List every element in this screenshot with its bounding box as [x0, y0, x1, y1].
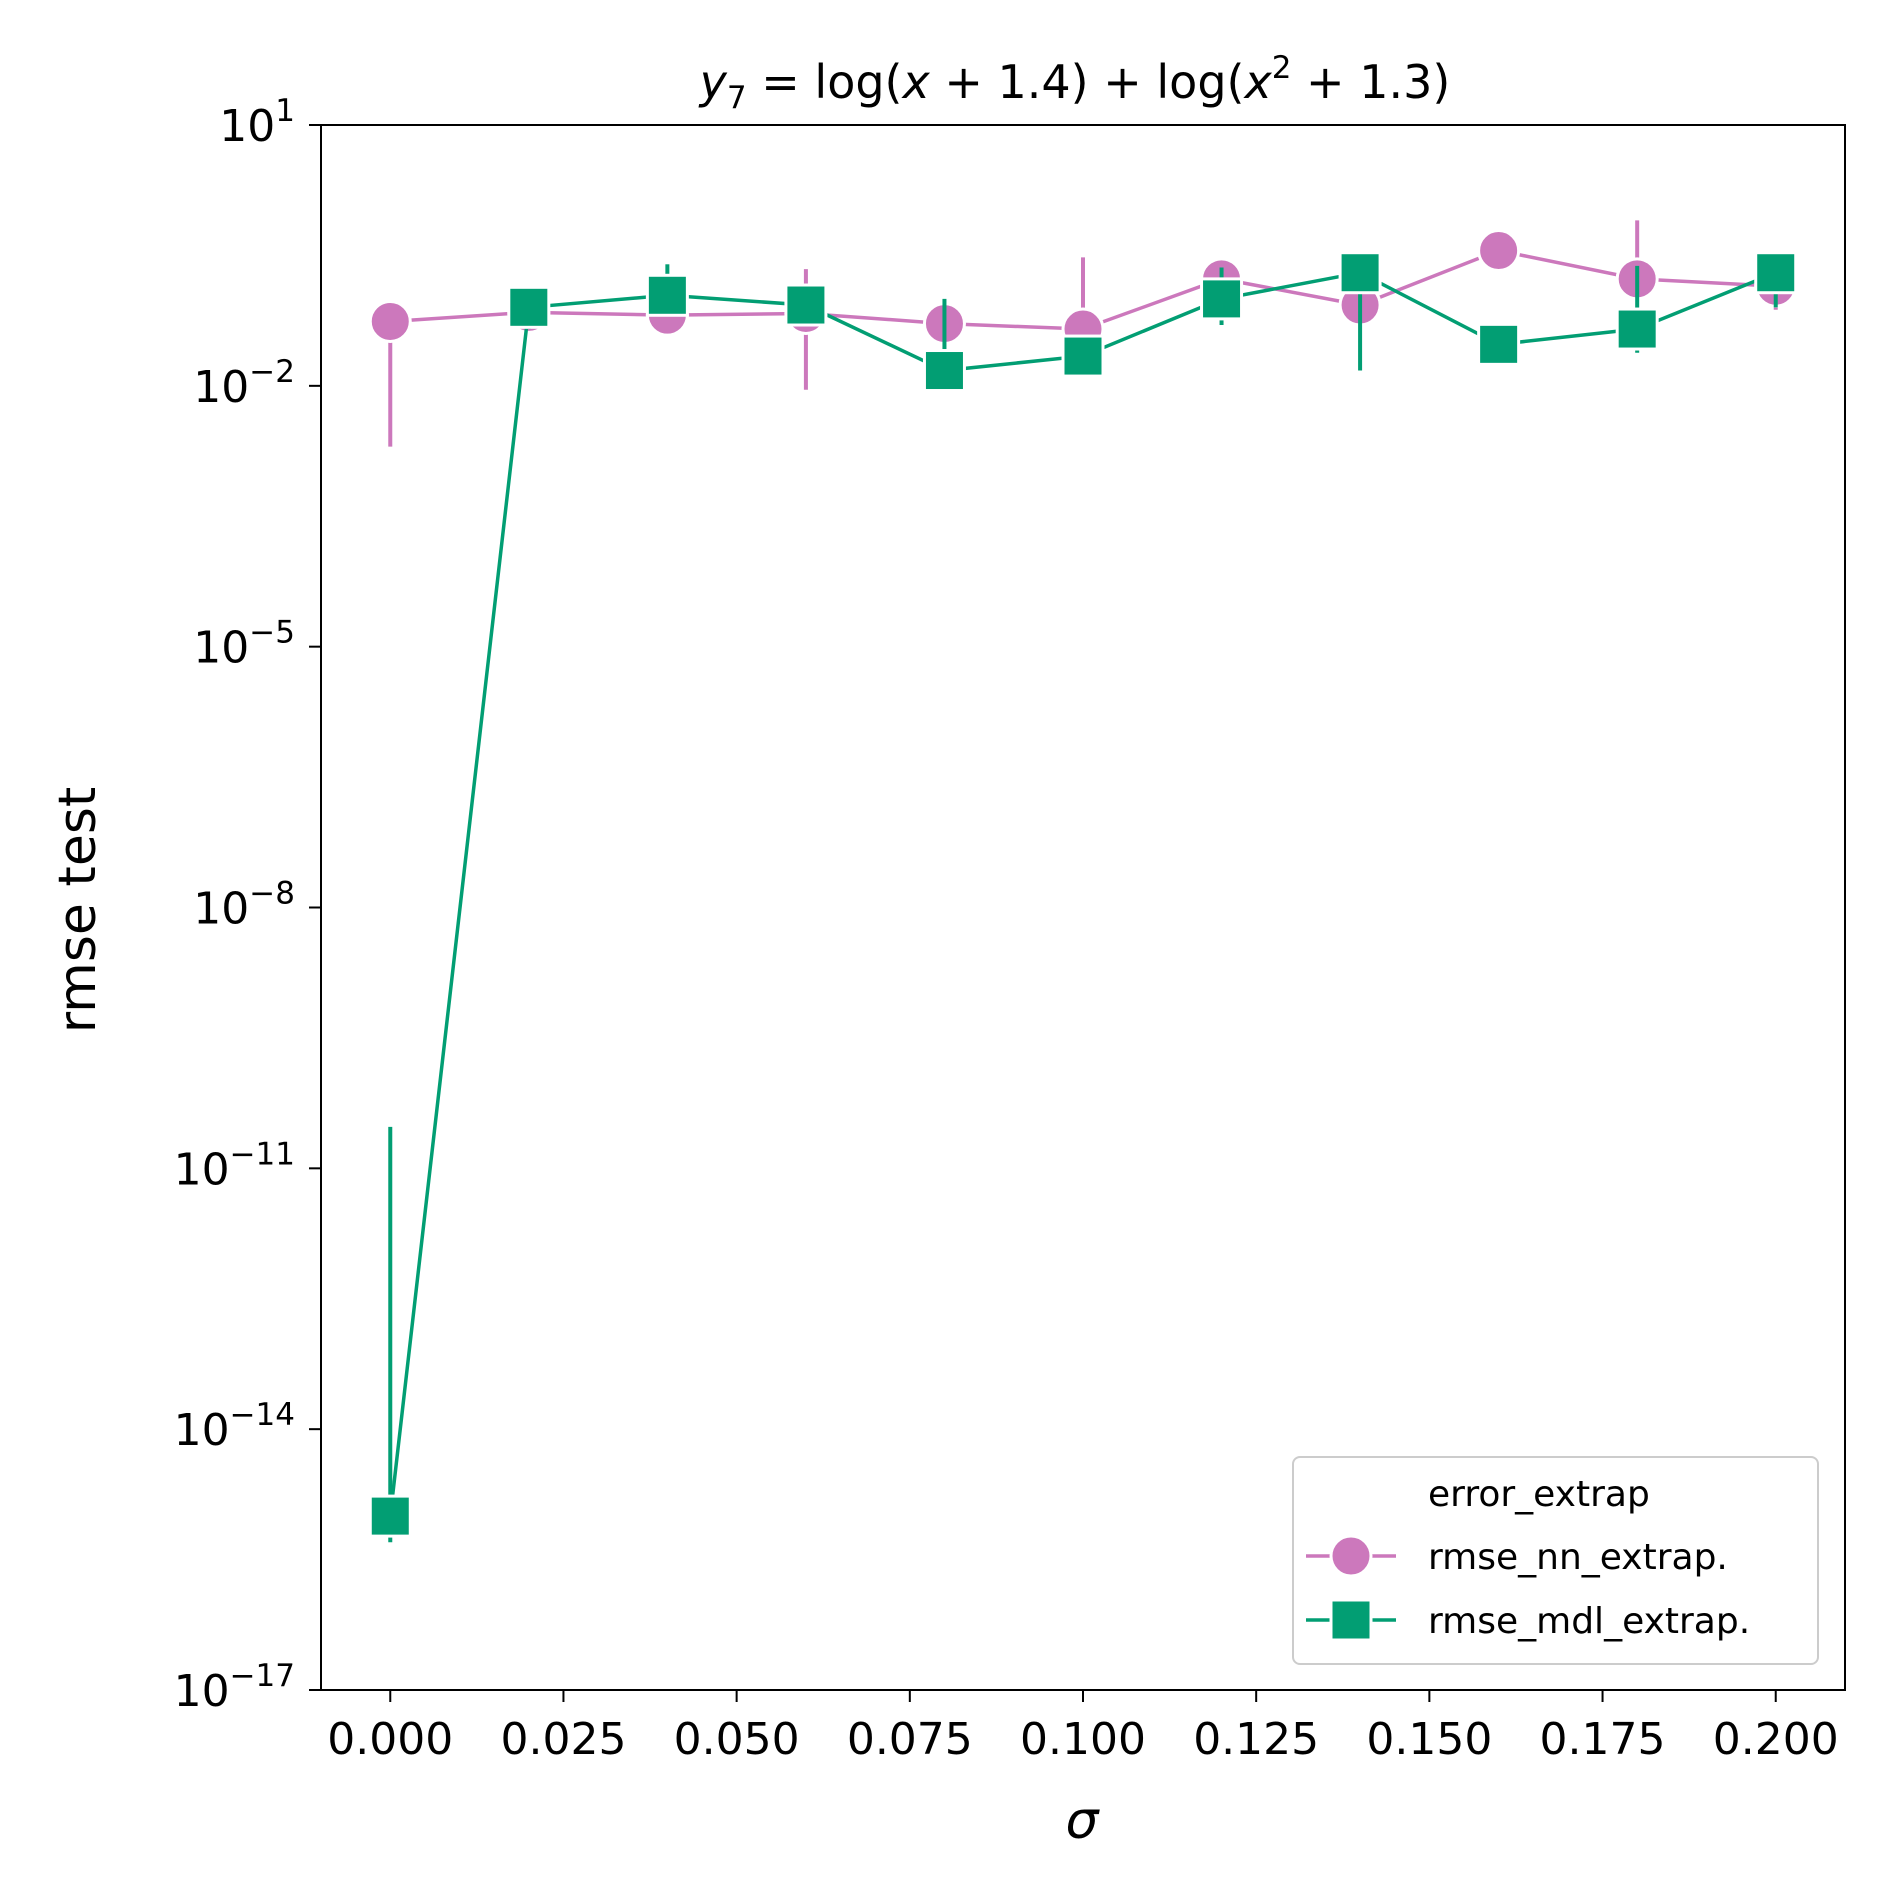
y-tick-label: 10−17 [174, 1658, 295, 1717]
title-x1: x [900, 55, 930, 109]
y-tick-label: 101 [219, 93, 295, 152]
title-end: + 1.3) [1291, 55, 1450, 109]
legend-label: rmse_mdl_extrap. [1428, 1601, 1750, 1642]
y-tick-label: 10−2 [193, 354, 295, 413]
data-point [507, 285, 551, 329]
data-point [784, 283, 828, 327]
title: y7 = log(x + 1.4) + log(x2 + 1.3) [698, 50, 1451, 116]
data-point [922, 349, 966, 393]
legend-marker [1329, 1598, 1373, 1642]
x-tick-label: 0.150 [1366, 1714, 1492, 1765]
y-tick-label: 10−14 [174, 1397, 295, 1456]
plot-area [320, 124, 1846, 1691]
y-axis: 101 10−2 10−5 10−8 10−11 10−14 10−17 [174, 93, 321, 1717]
y-tick-label: 10−11 [174, 1136, 295, 1195]
data-point [645, 273, 689, 317]
series-1 [368, 251, 1798, 1543]
data-point [368, 1494, 412, 1538]
y-axis-label: rmse test [48, 787, 108, 1034]
legend-frame [1292, 1456, 1819, 1665]
title-x2: x [1242, 55, 1272, 109]
data-point [1754, 251, 1798, 295]
data-point [1200, 277, 1244, 321]
data-point [1615, 307, 1659, 351]
x-tick-label: 0.050 [674, 1714, 800, 1765]
title-mid: = log( [747, 55, 903, 109]
plot-frame [320, 124, 1846, 1691]
title-superscript: 2 [1272, 50, 1292, 86]
data-point [1061, 334, 1105, 378]
title-subscript: 7 [727, 80, 747, 116]
data-point [1338, 251, 1382, 295]
x-tick-label: 0.000 [327, 1714, 453, 1765]
data-point [1477, 322, 1521, 366]
x-tick-label: 0.175 [1540, 1714, 1666, 1765]
x-axis: 0.000 0.025 0.050 0.075 0.100 0.125 0.150 0.175… [327, 1690, 1839, 1765]
legend-title: error_extrap [1428, 1474, 1650, 1515]
legend-marker [1329, 1534, 1373, 1578]
title-mid2: + 1.4) + log( [930, 55, 1245, 109]
series-layer [368, 220, 1798, 1543]
svg-text:y7 = log(x + 1.4) + log(x2 + 1: y7 = log(x + 1.4) + log(x2 + 1.3) [698, 50, 1451, 116]
x-axis-label: σ [1066, 1791, 1101, 1851]
x-tick-label: 0.025 [500, 1714, 626, 1765]
x-tick-label: 0.200 [1713, 1714, 1839, 1765]
x-tick-label: 0.100 [1020, 1714, 1146, 1765]
legend-label: rmse_nn_extrap. [1428, 1537, 1728, 1578]
y-tick-label: 10−8 [193, 876, 295, 935]
x-tick-label: 0.075 [847, 1714, 973, 1765]
data-point [368, 299, 412, 343]
data-point [1477, 229, 1521, 273]
title-y: y [698, 55, 728, 109]
x-tick-label: 0.125 [1193, 1714, 1319, 1765]
y-tick-label: 10−5 [193, 615, 295, 674]
legend: error_extrap rmse_nn_extrap. rmse_mdl_extr… [1292, 1456, 1819, 1665]
